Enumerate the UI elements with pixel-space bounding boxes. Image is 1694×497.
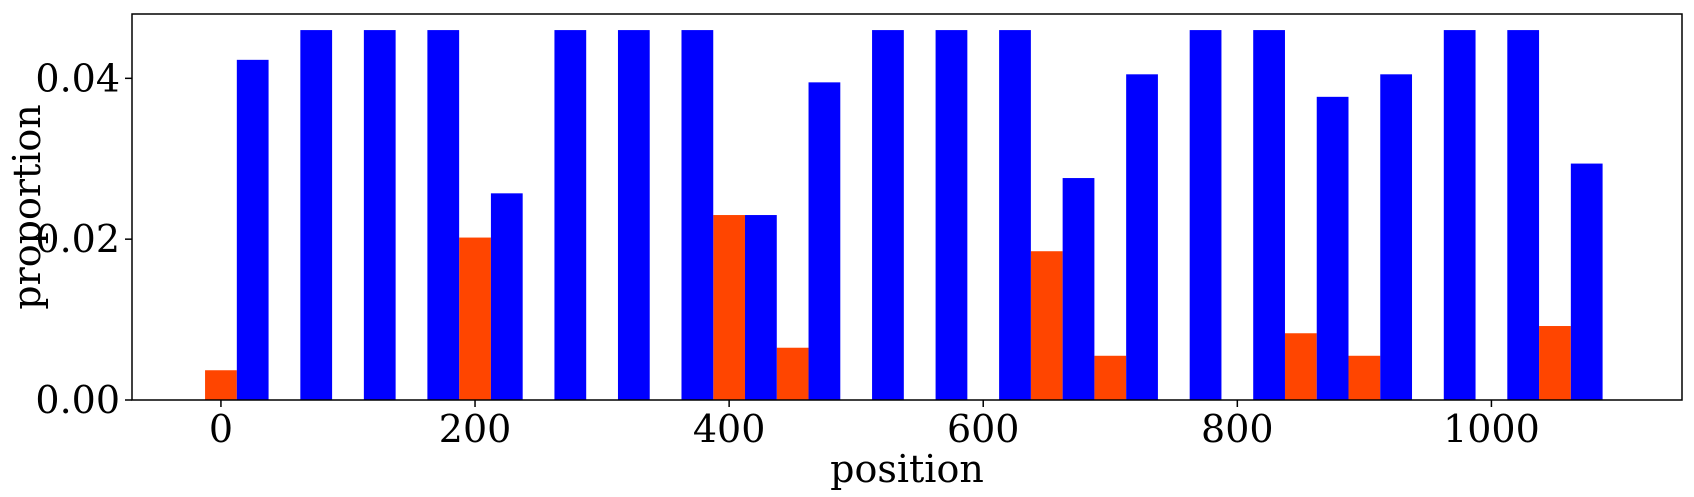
x-tick-label: 400 xyxy=(693,407,766,451)
bar-series-1-8 xyxy=(1348,355,1381,400)
bar-series-2-16 xyxy=(1189,30,1222,400)
x-axis: 0 200 400 600 800 1000 xyxy=(209,400,1540,451)
y-axis: 0.00 0.02 0.04 xyxy=(35,56,132,422)
bar-series-2-5 xyxy=(490,193,523,400)
bar-series-2-11 xyxy=(872,30,904,400)
bar-series-1-4 xyxy=(776,347,809,400)
y-tick-label: 0.00 xyxy=(35,378,120,422)
bar-series-2-3 xyxy=(363,30,396,400)
bar-series-2-8 xyxy=(681,30,714,400)
bar-series-1-6 xyxy=(1094,355,1127,400)
bar-series-2-21 xyxy=(1507,30,1540,400)
bar-series-2-13 xyxy=(999,30,1031,400)
bar-series-1-2 xyxy=(459,237,491,400)
bar-series-2-12 xyxy=(935,30,968,400)
bar-series-2-2 xyxy=(300,30,333,400)
bar-series-1-3 xyxy=(713,215,746,400)
bar-series-1-5 xyxy=(1030,251,1063,400)
y-tick-label: 0.02 xyxy=(35,217,120,261)
bar-series-1-7 xyxy=(1284,333,1317,400)
bar-series-2-15 xyxy=(1126,74,1158,400)
bar-series-2-14 xyxy=(1062,178,1095,400)
bar-series-2-20 xyxy=(1443,30,1476,400)
bar-series-2-7 xyxy=(617,30,650,400)
y-axis-label: proportion xyxy=(5,104,49,310)
bar-series-2-19 xyxy=(1380,74,1413,400)
x-tick-label: 800 xyxy=(1201,407,1274,451)
bars-group xyxy=(205,30,1603,401)
bar-series-2-10 xyxy=(808,82,841,401)
bar-series-2-1 xyxy=(236,59,269,401)
bar-series-2-18 xyxy=(1316,96,1349,401)
y-tick-label: 0.04 xyxy=(35,56,120,100)
x-tick-label: 600 xyxy=(947,407,1020,451)
x-tick-label: 0 xyxy=(209,407,233,451)
plot-frame xyxy=(131,13,1683,401)
x-tick-label: 1000 xyxy=(1443,407,1540,451)
x-axis-label: position xyxy=(830,447,984,491)
bar-series-1-9 xyxy=(1539,326,1571,400)
bar-series-2-22 xyxy=(1570,163,1603,400)
bar-series-1-1 xyxy=(205,370,237,400)
bar-series-2-4 xyxy=(427,30,460,400)
x-tick-label: 200 xyxy=(439,407,512,451)
bar-series-2-9 xyxy=(745,215,777,400)
bar-series-2-17 xyxy=(1253,30,1285,400)
bar-series-2-6 xyxy=(554,30,587,400)
